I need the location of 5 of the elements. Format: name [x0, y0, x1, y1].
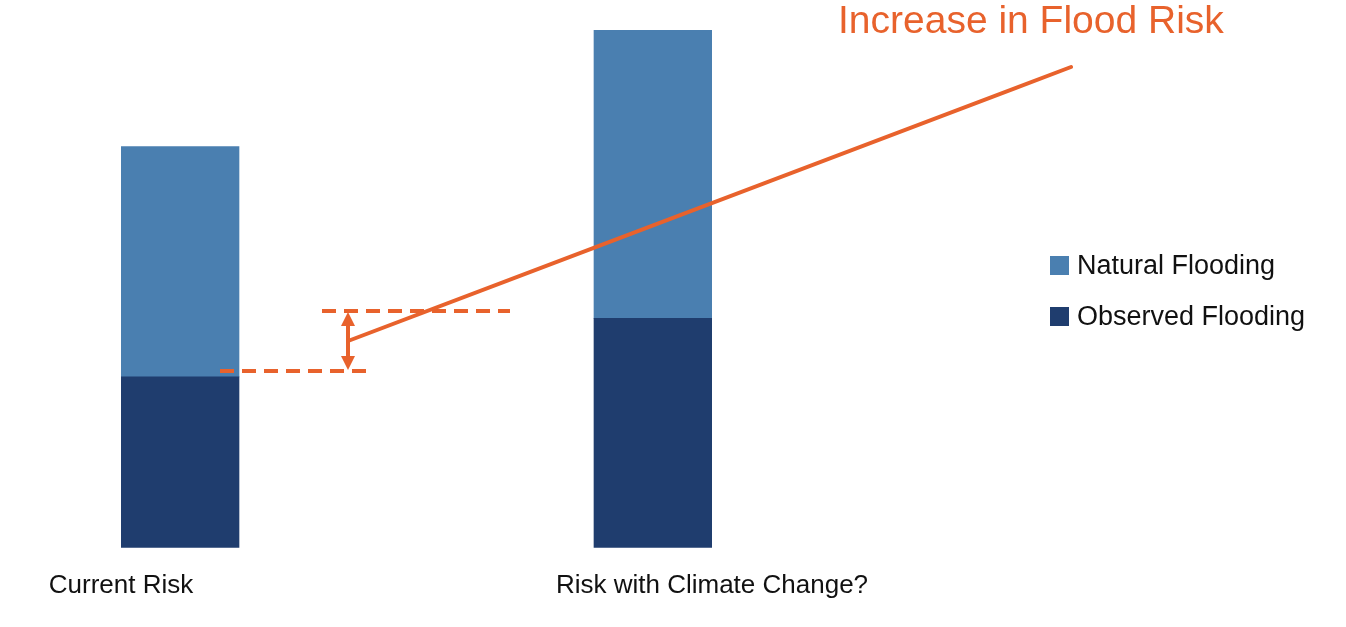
legend-label: Natural Flooding: [1077, 250, 1276, 281]
x-tick-label: Current Risk: [48, 568, 195, 599]
x-tick-label: Risk with Climate Change?: [555, 568, 869, 599]
legend-label: Observed Flooding: [1077, 301, 1306, 332]
annotation: Increase in Flood Risk: [838, 0, 1224, 42]
